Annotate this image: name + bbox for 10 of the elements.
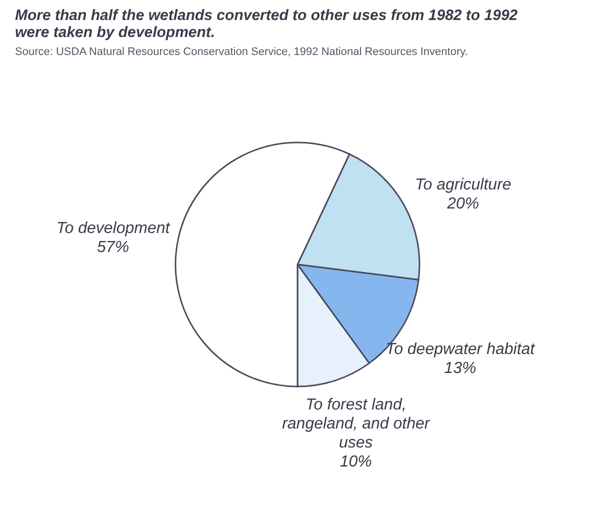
- slice-label: To development: [56, 220, 170, 238]
- chart-title: More than half the wetlands converted to other uses from 1982 to 1992 were taken by development.: [15, 7, 518, 41]
- slice-label: To forest land, rangeland, and other uses: [282, 396, 430, 452]
- data-label: 10%: [340, 454, 372, 471]
- slice-label: To deepwater habitat: [386, 341, 536, 358]
- source-note: Source: USDA Natural Resources Conservation Service, 1992 National Resources Inventory.: [15, 46, 468, 58]
- data-label: 20%: [446, 195, 480, 212]
- data-label: 57%: [97, 239, 130, 256]
- data-label: 13%: [444, 360, 476, 378]
- slice-label: To agriculture: [414, 176, 512, 194]
